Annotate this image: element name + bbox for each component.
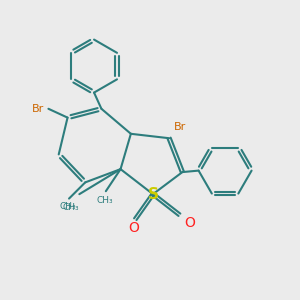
Text: S: S <box>147 187 158 202</box>
Text: O: O <box>184 216 195 230</box>
Text: Br: Br <box>174 122 186 132</box>
Text: CH₃: CH₃ <box>62 203 79 212</box>
Text: Br: Br <box>32 104 44 114</box>
Text: CH₃: CH₃ <box>96 196 113 205</box>
Text: CH₃: CH₃ <box>59 202 76 211</box>
Text: O: O <box>128 221 139 235</box>
